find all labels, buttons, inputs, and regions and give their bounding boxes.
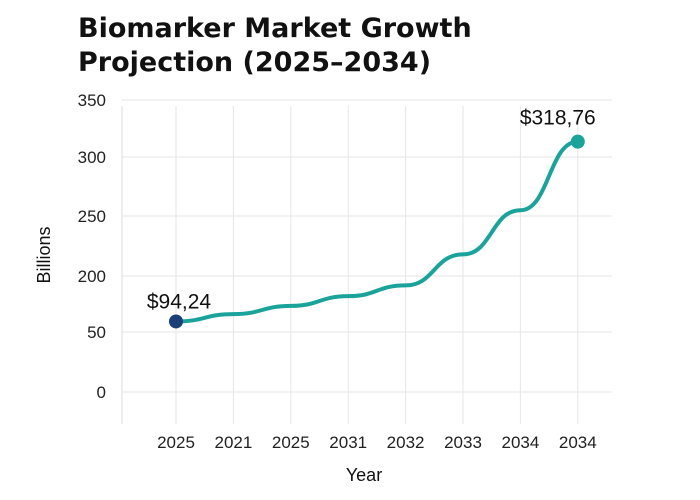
grid (121, 99, 612, 424)
chart-title: Biomarker Market Growth Projection (2025… (78, 12, 472, 80)
x-axis-label: Year (346, 465, 382, 485)
y-tick-label: 50 (87, 323, 106, 342)
data-labels: $94,24 $318,76 (147, 107, 596, 314)
x-tick-label: 2031 (329, 433, 367, 452)
y-tick-label: 200 (78, 267, 106, 286)
x-tick-label: 2021 (214, 433, 252, 452)
x-axis-ticks: 2025 2021 2025 2031 2032 2033 2034 2034 (157, 433, 597, 452)
x-tick-label: 2032 (387, 433, 425, 452)
y-tick-label: 350 (78, 91, 106, 110)
y-axis-ticks: 0 50 200 250 300 350 (78, 91, 106, 402)
data-point-marker (570, 134, 585, 149)
chart-title-line-1: Biomarker Market Growth (78, 13, 472, 44)
series-line (174, 139, 580, 324)
y-tick-label: 0 (97, 383, 106, 402)
data-label: $318,76 (520, 107, 596, 130)
y-tick-label: 300 (78, 148, 106, 167)
x-tick-label: 2033 (444, 433, 482, 452)
data-markers (169, 134, 585, 329)
data-label: $94,24 (147, 290, 212, 313)
data-point-marker (169, 314, 183, 329)
x-tick-label: 2025 (272, 433, 310, 452)
x-tick-label: 2034 (559, 433, 597, 452)
x-tick-label: 2034 (501, 433, 539, 452)
y-tick-label: 250 (78, 207, 106, 226)
chart-title-line-2: Projection (2025–2034) (78, 47, 432, 78)
y-axis-label: Billions (34, 226, 54, 283)
x-tick-label: 2025 (157, 433, 195, 452)
